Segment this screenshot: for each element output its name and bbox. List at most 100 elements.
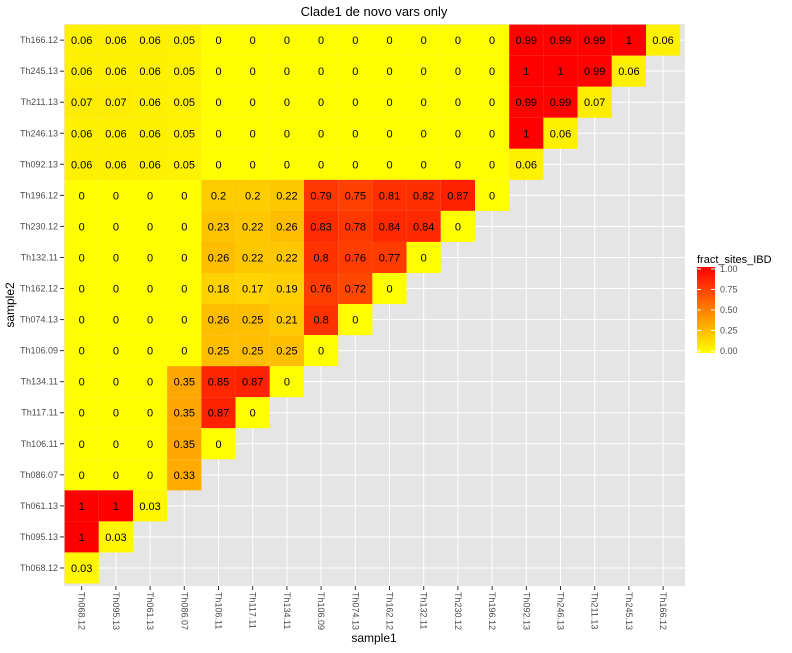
cell-label: 0 bbox=[421, 128, 427, 140]
cell-label: 0 bbox=[455, 221, 461, 233]
cell-label: 0 bbox=[455, 35, 461, 47]
cell-label: 0 bbox=[147, 377, 153, 389]
cell-label: 0 bbox=[147, 252, 153, 264]
cell-label: 0.72 bbox=[345, 284, 366, 296]
heatmap-cell bbox=[167, 428, 202, 460]
cell-label: 0.82 bbox=[413, 190, 434, 202]
heatmap-cell bbox=[269, 24, 304, 56]
cell-label: 0.87 bbox=[242, 377, 263, 389]
heatmap-cell bbox=[98, 24, 133, 56]
cell-label: 0.06 bbox=[71, 128, 92, 140]
heatmap-cell bbox=[440, 148, 475, 180]
heatmap-cell bbox=[338, 24, 373, 56]
heatmap-cell bbox=[98, 273, 133, 305]
heatmap-cell bbox=[646, 24, 681, 56]
x-tick-label: Th246.13 bbox=[556, 592, 566, 630]
heatmap-cell bbox=[98, 459, 133, 491]
cell-label: 0 bbox=[147, 315, 153, 327]
y-axis-label: sample2 bbox=[3, 282, 17, 328]
y-tick-label: Th196.12 bbox=[20, 190, 58, 200]
heatmap-cell bbox=[406, 117, 441, 149]
y-tick-label: Th230.12 bbox=[20, 221, 58, 231]
x-tick-label: Th086.07 bbox=[179, 592, 189, 630]
cell-label: 0 bbox=[215, 439, 221, 451]
cell-label: 0.22 bbox=[242, 221, 263, 233]
cell-label: 0 bbox=[113, 408, 119, 420]
cell-label: 0.18 bbox=[208, 284, 229, 296]
cell-label: 0.06 bbox=[618, 66, 639, 78]
heatmap-cell bbox=[201, 366, 236, 398]
heatmap-cell bbox=[133, 24, 168, 56]
cell-label: 0 bbox=[79, 284, 85, 296]
cell-label: 0.21 bbox=[276, 315, 297, 327]
cell-label: 0.22 bbox=[276, 252, 297, 264]
heatmap-cell bbox=[440, 179, 475, 211]
heatmap-cell bbox=[64, 273, 99, 305]
heatmap-cell bbox=[235, 273, 270, 305]
heatmap-cell bbox=[304, 148, 339, 180]
y-tick-label: Th117.11 bbox=[21, 408, 58, 418]
heatmap-cell bbox=[133, 490, 168, 522]
heatmap-cell bbox=[98, 521, 133, 553]
heatmap-cell bbox=[133, 273, 168, 305]
heatmap-cell bbox=[98, 428, 133, 460]
y-tick-label: Th211.13 bbox=[21, 97, 58, 107]
cell-label: 0 bbox=[215, 35, 221, 47]
heatmap-cell bbox=[167, 335, 202, 367]
cell-label: 0.99 bbox=[516, 97, 537, 109]
y-tick-label: Th106.11 bbox=[21, 439, 58, 449]
cell-label: 0 bbox=[352, 128, 358, 140]
heatmap-cell bbox=[201, 304, 236, 336]
heatmap-cell bbox=[269, 55, 304, 87]
cell-label: 0 bbox=[455, 66, 461, 78]
heatmap-cell bbox=[543, 55, 578, 87]
heatmap-cell bbox=[269, 241, 304, 273]
cell-label: 0.99 bbox=[516, 35, 537, 47]
cell-label: 0 bbox=[489, 66, 495, 78]
cell-label: 0.35 bbox=[174, 439, 195, 451]
cell-label: 0 bbox=[386, 97, 392, 109]
cell-label: 0 bbox=[181, 315, 187, 327]
heatmap-cell bbox=[235, 24, 270, 56]
y-tick-label: Th106.09 bbox=[20, 346, 58, 356]
cell-label: 0 bbox=[250, 35, 256, 47]
cell-label: 0 bbox=[284, 128, 290, 140]
cell-label: 0.25 bbox=[242, 346, 263, 358]
heatmap-cell bbox=[235, 366, 270, 398]
cell-label: 0.22 bbox=[242, 252, 263, 264]
x-tick-label: Th166.12 bbox=[658, 592, 668, 630]
cell-label: 0.05 bbox=[174, 128, 195, 140]
heatmap-cell bbox=[98, 490, 133, 522]
cell-label: 0 bbox=[181, 252, 187, 264]
cell-label: 0.06 bbox=[139, 128, 160, 140]
cell-label: 0.99 bbox=[550, 35, 571, 47]
heatmap-cell bbox=[133, 241, 168, 273]
cell-label: 0 bbox=[215, 97, 221, 109]
cell-label: 0.06 bbox=[139, 66, 160, 78]
cell-label: 0 bbox=[79, 470, 85, 482]
cell-label: 0.81 bbox=[379, 190, 400, 202]
heatmap-cell bbox=[98, 86, 133, 118]
y-tick-label: Th061.13 bbox=[20, 501, 58, 511]
heatmap-cell bbox=[304, 117, 339, 149]
legend-colorbar bbox=[697, 267, 715, 353]
cell-label: 0 bbox=[284, 159, 290, 171]
cell-label: 0.07 bbox=[584, 97, 605, 109]
cell-label: 0.06 bbox=[652, 35, 673, 47]
cell-label: 0 bbox=[79, 315, 85, 327]
cell-label: 0 bbox=[113, 439, 119, 451]
cell-label: 0.2 bbox=[211, 190, 226, 202]
heatmap-cell bbox=[577, 55, 612, 87]
heatmap-cell bbox=[201, 179, 236, 211]
cell-label: 0 bbox=[113, 470, 119, 482]
cell-label: 1 bbox=[626, 35, 632, 47]
heatmap-cell bbox=[338, 117, 373, 149]
y-tick-label: Th166.12 bbox=[20, 35, 58, 45]
cell-label: 0 bbox=[318, 159, 324, 171]
heatmap-cell bbox=[440, 55, 475, 87]
heatmap-cell bbox=[304, 55, 339, 87]
heatmap-cell bbox=[338, 273, 373, 305]
cell-label: 0 bbox=[147, 408, 153, 420]
heatmap-cell bbox=[133, 397, 168, 429]
cell-label: 0.25 bbox=[242, 315, 263, 327]
